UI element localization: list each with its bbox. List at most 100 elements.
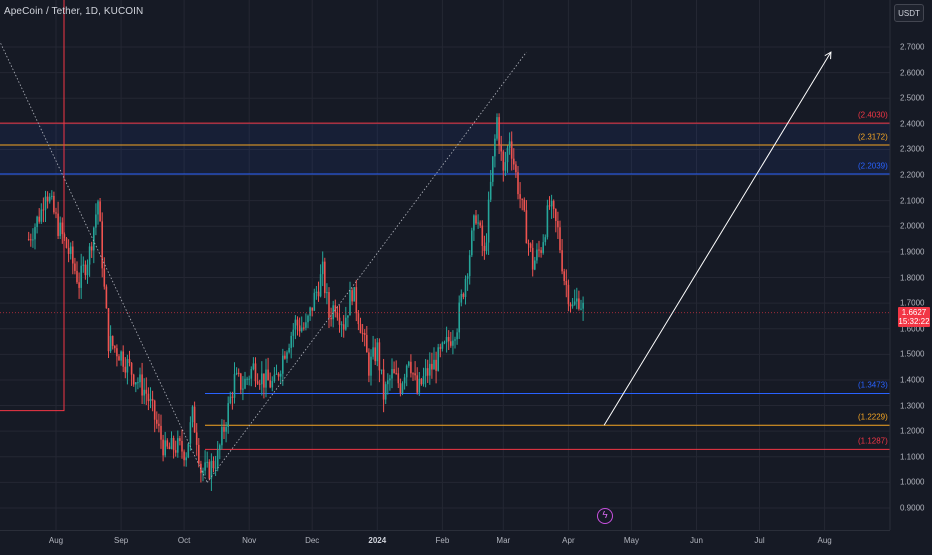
- candle-body: [498, 117, 500, 146]
- candle-body: [544, 237, 547, 243]
- candle-body: [473, 215, 475, 231]
- candle-body: [439, 347, 442, 349]
- candle-body: [496, 117, 498, 139]
- candle-body: [210, 460, 213, 479]
- time-tick-label: 2024: [368, 536, 387, 545]
- candle-body: [300, 327, 303, 332]
- candle-body: [515, 164, 517, 173]
- candle-body: [263, 373, 265, 388]
- time-tick-label: Jun: [690, 536, 703, 545]
- candle-body: [500, 145, 502, 152]
- candle-body: [424, 368, 427, 377]
- candle-body: [458, 302, 460, 333]
- candle-body: [389, 378, 391, 381]
- candle-body: [326, 292, 328, 294]
- candle-body: [248, 378, 250, 380]
- candle-body: [471, 230, 473, 256]
- time-tick-label: Nov: [242, 536, 257, 545]
- candle-body: [359, 324, 362, 333]
- candle-body: [531, 247, 534, 270]
- candle-body: [582, 302, 584, 309]
- candle-body: [233, 374, 236, 398]
- candle-body: [59, 222, 61, 236]
- price-tick-label: 1.8000: [900, 273, 925, 282]
- candle-body: [225, 427, 227, 432]
- candle-body: [454, 339, 456, 341]
- current-price-value: 1.6627: [901, 307, 927, 317]
- price-tick-label: 1.9000: [900, 247, 925, 257]
- price-tick-label: 1.7000: [900, 298, 925, 308]
- price-tick-label: 1.6000: [900, 324, 925, 334]
- candle-body: [513, 158, 515, 165]
- price-axis[interactable]: 2.7000 2.6000 2.5000 2.4000 2.3000 2.2000 2.10…: [890, 0, 932, 530]
- candle-body: [206, 461, 208, 463]
- candle-body: [34, 227, 36, 240]
- candle-body: [447, 336, 450, 342]
- candle-body: [42, 209, 45, 211]
- candle-body: [468, 255, 471, 277]
- candle-body: [529, 243, 532, 248]
- candle-body: [307, 315, 309, 323]
- candle-body: [519, 194, 521, 199]
- candle-body: [160, 425, 162, 440]
- candle-body: [349, 290, 351, 316]
- candle-body: [334, 305, 337, 313]
- candle-body: [65, 238, 68, 248]
- candle-body: [460, 293, 463, 303]
- candle-body: [340, 324, 343, 326]
- level-label: (1.1287): [858, 436, 888, 446]
- candle-body: [76, 270, 78, 283]
- candle-body: [116, 348, 118, 357]
- candle-body: [345, 317, 347, 330]
- candle-body: [48, 196, 51, 202]
- candle-body: [355, 287, 358, 314]
- candle-body: [565, 280, 568, 285]
- candle-body: [576, 298, 578, 302]
- candle-body: [72, 246, 74, 264]
- candle-body: [273, 374, 276, 382]
- candle-body: [494, 138, 496, 157]
- candle-body: [242, 388, 244, 390]
- price-tick-label: 0.9000: [900, 503, 925, 513]
- candle-body: [219, 445, 221, 451]
- candle-body: [269, 380, 271, 388]
- candle-body: [521, 198, 523, 200]
- candle-body: [508, 141, 511, 148]
- time-axis[interactable]: Aug Sep Oct Nov Dec 2024 Feb Mar Apr May Jun Jul Aug: [0, 530, 890, 551]
- candle-body: [481, 225, 484, 246]
- candle-body: [399, 383, 402, 394]
- price-tick-label: 1.5000: [900, 349, 925, 359]
- candle-body: [122, 351, 124, 367]
- candle-body: [74, 263, 76, 271]
- candle-body: [246, 378, 248, 380]
- candle-body: [525, 210, 528, 244]
- candle-body: [69, 246, 72, 254]
- price-tick-label: 2.7000: [900, 42, 925, 52]
- candle-body: [32, 239, 34, 241]
- candle-body: [124, 366, 127, 373]
- candle-body: [202, 470, 204, 474]
- candle-body: [181, 440, 183, 452]
- arrow-head-icon: [824, 51, 832, 60]
- candle-body: [158, 423, 160, 426]
- candle-body: [443, 342, 446, 344]
- candle-body: [84, 264, 87, 276]
- candle-body: [313, 292, 316, 311]
- candle-body: [450, 341, 452, 346]
- candle-body: [523, 199, 526, 211]
- level-label: (1.2229): [858, 412, 888, 422]
- candle-body: [412, 373, 414, 375]
- currency-button[interactable]: USDT: [894, 4, 924, 22]
- candle-body: [99, 201, 101, 222]
- lightning-icon[interactable]: ϟ: [597, 508, 613, 524]
- candle-body: [374, 347, 376, 362]
- candle-body: [534, 260, 536, 270]
- candle-body: [483, 245, 486, 251]
- candle-body: [275, 373, 278, 375]
- candle-body: [370, 356, 372, 376]
- candle-body: [538, 249, 540, 251]
- candle-body: [475, 215, 477, 224]
- candle-body: [118, 356, 120, 361]
